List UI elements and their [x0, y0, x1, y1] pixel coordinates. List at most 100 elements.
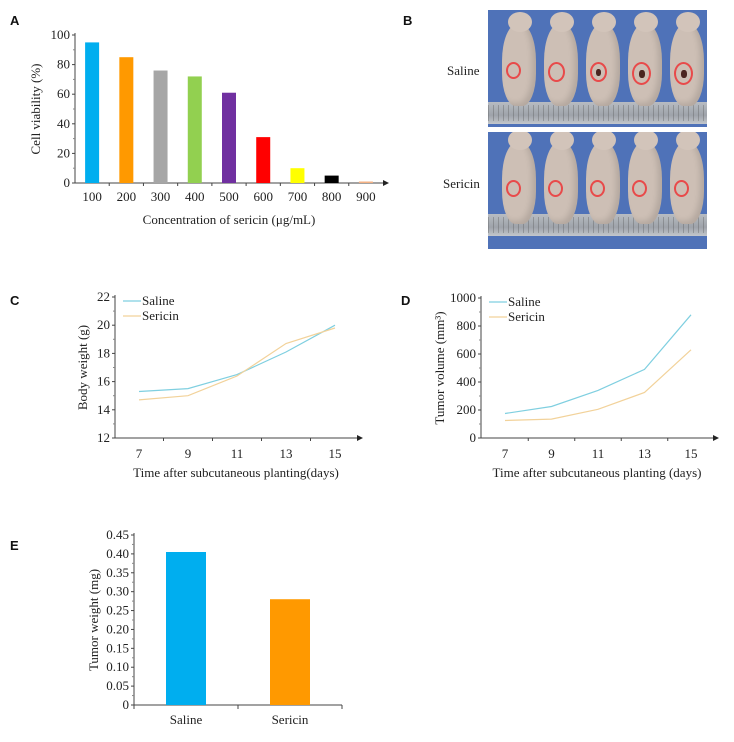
chart-c-line-saline: [138, 324, 336, 393]
chart-a-bar-800: [324, 175, 339, 183]
chart-a-xtick-label: 800: [322, 189, 342, 204]
chart-c-body-weight: 12 14 16 18 20 22 Body weight (g) Time after su…: [75, 289, 363, 480]
mice-photo-saline: [488, 10, 707, 127]
chart-e-y-axis-label: Tumor weight (mg): [86, 569, 101, 671]
mouse-head: [676, 12, 700, 32]
tumor-outline: [548, 180, 563, 197]
chart-c-legend-label-sericin: Sericin: [142, 308, 179, 323]
chart-a-bar-900: [358, 181, 373, 183]
chart-c-ytick-label: 12: [97, 430, 110, 445]
mouse-head: [550, 132, 574, 150]
chart-a-cell-viability: 0 20 40 60 80 100 Cell viability (%) Concentrat…: [28, 27, 389, 227]
mouse: [544, 132, 578, 224]
mouse-head: [634, 132, 658, 150]
mouse: [628, 12, 662, 106]
chart-d-ytick-label: 600: [457, 346, 477, 361]
tumor-outline: [506, 62, 521, 79]
tumor-outline: [548, 62, 565, 82]
chart-c-line-sericin: [138, 327, 336, 401]
chart-e-ytick-label: 0.25: [106, 603, 129, 618]
chart-a-ytick-label: 0: [64, 175, 71, 190]
chart-d-xtick-label: 7: [502, 446, 509, 461]
chart-a-x-arrow: [383, 180, 389, 186]
chart-e-ytick-label: 0.20: [106, 621, 129, 636]
mouse-head: [676, 132, 700, 150]
chart-a-xtick-label: 200: [117, 189, 137, 204]
chart-c-ytick-label: 18: [97, 345, 110, 360]
chart-d-line-saline: [504, 314, 692, 415]
group-label-sericin: Sericin: [443, 176, 480, 191]
chart-d-y-axis-label: Tumor volume (mm³): [432, 311, 447, 424]
mouse: [502, 12, 536, 106]
chart-a-ytick-label: 80: [57, 57, 70, 72]
mouse-head: [550, 12, 574, 32]
chart-d-x-axis-label: Time after subcutaneous planting (days): [493, 465, 702, 480]
chart-d-line-sericin: [504, 349, 692, 422]
tumor-outline: [674, 180, 689, 197]
chart-e-ytick-label: 0.05: [106, 678, 129, 693]
chart-c-ytick-label: 22: [97, 289, 110, 304]
chart-d-xtick-label: 13: [638, 446, 651, 461]
chart-d-ytick-label: 0: [470, 430, 477, 445]
chart-a-ytick-label: 60: [57, 86, 70, 101]
chart-a-ytick-label: 40: [57, 116, 70, 131]
chart-c-xtick-label: 9: [185, 446, 192, 461]
mouse: [586, 12, 620, 106]
tumor-outline: [506, 180, 521, 197]
chart-a-ytick-label: 100: [51, 27, 71, 42]
chart-d-xtick-label: 11: [592, 446, 605, 461]
mouse-head: [508, 132, 532, 150]
chart-a-xtick-label: 600: [253, 189, 273, 204]
chart-c-x-axis-label: Time after subcutaneous planting(days): [133, 465, 339, 480]
chart-e-ytick-label: 0.15: [106, 640, 129, 655]
chart-a-xtick-label: 100: [82, 189, 102, 204]
tumor-outline: [590, 62, 607, 82]
mouse: [502, 132, 536, 224]
chart-e-bar-sericin: [270, 599, 310, 705]
chart-e-xtick-label: Saline: [170, 712, 203, 727]
chart-c-y-axis-label: Body weight (g): [75, 325, 90, 410]
tumor-outline: [632, 180, 647, 197]
chart-e-tumor-weight: 0 0.05 0.10 0.15 0.20 0.25 0.30 0.35 0.40 0.45 Tum…: [86, 527, 343, 727]
mouse: [670, 12, 704, 106]
chart-a-bar-100: [85, 42, 100, 184]
mouse: [544, 12, 578, 106]
chart-c-legend-label-saline: Saline: [142, 293, 175, 308]
chart-d-ytick-label: 400: [457, 374, 477, 389]
mouse-head: [508, 12, 532, 32]
mouse-head: [634, 12, 658, 32]
chart-a-bar-400: [187, 76, 202, 183]
chart-c-xtick-label: 15: [329, 446, 342, 461]
mouse: [586, 132, 620, 224]
chart-e-ytick-label: 0: [123, 697, 130, 712]
chart-a-xtick-label: 700: [288, 189, 308, 204]
panel-label-a: A: [10, 13, 20, 28]
mouse: [628, 132, 662, 224]
chart-e-xtick-label: Sericin: [272, 712, 309, 727]
chart-c-xtick-label: 11: [231, 446, 244, 461]
mice-photo-sericin: [488, 132, 707, 249]
chart-e-ytick-label: 0.45: [106, 527, 129, 542]
mouse-head: [592, 12, 616, 32]
panel-label-d: D: [401, 293, 411, 308]
chart-e-ytick-label: 0.40: [106, 546, 129, 561]
chart-e-bar-saline: [166, 552, 206, 705]
tumor-outline: [674, 62, 693, 85]
chart-c-xtick-label: 13: [280, 446, 293, 461]
chart-a-bar-700: [290, 168, 305, 183]
chart-e-ytick-label: 0.35: [106, 565, 129, 580]
chart-d-xtick-label: 9: [548, 446, 555, 461]
chart-c-ytick-label: 14: [97, 402, 111, 417]
mouse: [670, 132, 704, 224]
chart-c-ytick-label: 16: [97, 374, 111, 389]
panel-label-c: C: [10, 293, 20, 308]
chart-e-ytick-label: 0.10: [106, 659, 129, 674]
ruler: [488, 102, 707, 124]
chart-d-legend-label-saline: Saline: [508, 294, 541, 309]
chart-c-xtick-label: 7: [136, 446, 143, 461]
chart-d-ytick-label: 1000: [450, 290, 476, 305]
chart-a-bar-300: [153, 70, 168, 183]
chart-d-xtick-label: 15: [685, 446, 698, 461]
